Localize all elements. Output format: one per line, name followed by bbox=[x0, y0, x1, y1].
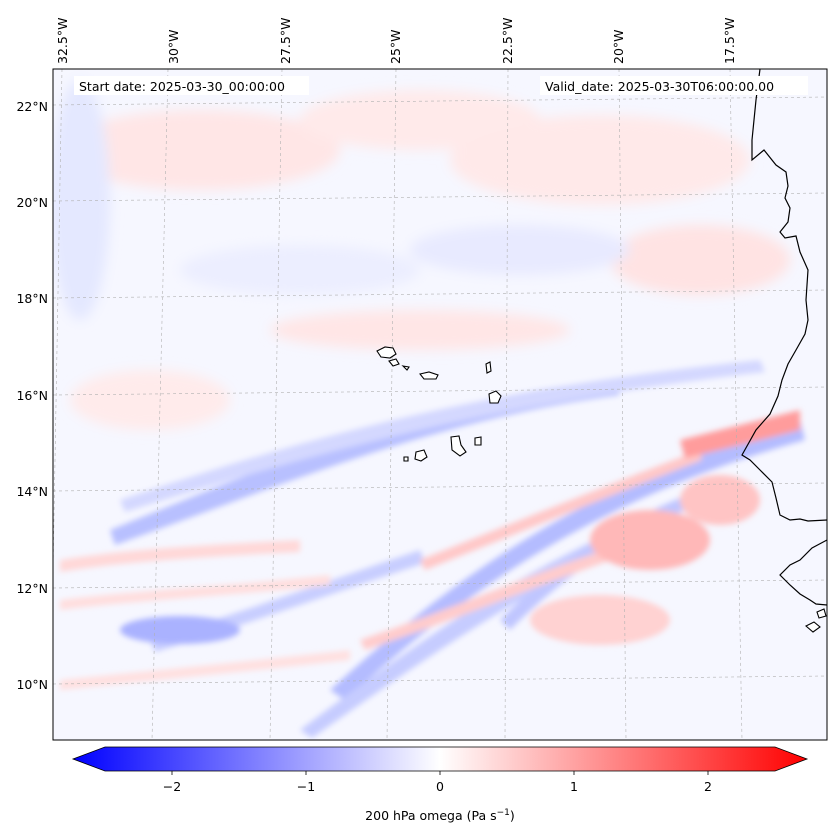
lon-label-32-5w: 32.5°W bbox=[55, 18, 70, 64]
island-boa-vista bbox=[488, 390, 502, 404]
lon-label-20w: 20°W bbox=[611, 29, 626, 64]
island-sao-vicente bbox=[388, 358, 400, 367]
graticule bbox=[53, 69, 827, 740]
island-maio bbox=[474, 436, 482, 446]
start-date-box bbox=[74, 76, 309, 95]
lat-label-16n: 16°N bbox=[16, 388, 48, 403]
colorbar: −2 −1 0 1 2 200 hPa omega (Pa s−1) bbox=[71, 746, 809, 823]
colorbar-tick-label: −1 bbox=[297, 779, 315, 794]
omega-field bbox=[53, 80, 790, 430]
colorbar-outline bbox=[71, 746, 809, 772]
colorbar-tick-label: −2 bbox=[163, 779, 181, 794]
island-bijagos bbox=[805, 621, 821, 633]
island-fogo bbox=[414, 449, 428, 462]
island-sao-nicolau bbox=[419, 371, 439, 380]
lon-label-22-5w: 22.5°W bbox=[500, 18, 515, 64]
cape-verde-islands bbox=[376, 346, 502, 462]
valid-date-box bbox=[540, 76, 808, 95]
island-santo-antao bbox=[376, 346, 397, 359]
island-santiago bbox=[450, 435, 467, 457]
lat-label-20n: 20°N bbox=[16, 195, 48, 210]
island-sal bbox=[485, 361, 492, 374]
lon-label-17-5w: 17.5°W bbox=[722, 18, 737, 64]
lat-label-12n: 12°N bbox=[16, 581, 48, 596]
lon-label-27-5w: 27.5°W bbox=[278, 18, 293, 64]
colorbar-tick-label: 0 bbox=[436, 779, 444, 794]
lat-label-18n: 18°N bbox=[16, 291, 48, 306]
latitude-labels: 22°N 20°N 18°N 16°N 14°N 12°N 10°N bbox=[16, 99, 48, 692]
lat-label-10n: 10°N bbox=[16, 677, 48, 692]
valid-date-label: Valid_date: 2025-03-30T06:00:00.00 bbox=[545, 79, 774, 94]
map-frame bbox=[52, 68, 828, 741]
colorbar-fill bbox=[73, 747, 807, 771]
colorbar-tick-label: 1 bbox=[570, 779, 578, 794]
island-bijagos-2 bbox=[816, 608, 827, 619]
island-santa-luzia bbox=[401, 365, 410, 371]
coastline-west-africa bbox=[741, 69, 827, 522]
colorbar-label: 200 hPa omega (Pa s−1) bbox=[365, 808, 515, 823]
lon-label-30w: 30°W bbox=[166, 29, 181, 64]
lat-label-22n: 22°N bbox=[16, 99, 48, 114]
colorbar-tick-label: 2 bbox=[704, 779, 712, 794]
longitude-labels: 32.5°W 30°W 27.5°W 25°W 22.5°W 20°W 17.5… bbox=[55, 18, 737, 64]
start-date-label: Start date: 2025-03-30_00:00:00 bbox=[79, 79, 285, 94]
coastline-guinea-bissau bbox=[779, 539, 827, 606]
map-panel bbox=[53, 69, 827, 740]
island-brava bbox=[403, 456, 409, 462]
lon-label-25w: 25°W bbox=[388, 29, 403, 64]
lat-label-14n: 14°N bbox=[16, 484, 48, 499]
colorbar-ticks bbox=[171, 771, 709, 775]
